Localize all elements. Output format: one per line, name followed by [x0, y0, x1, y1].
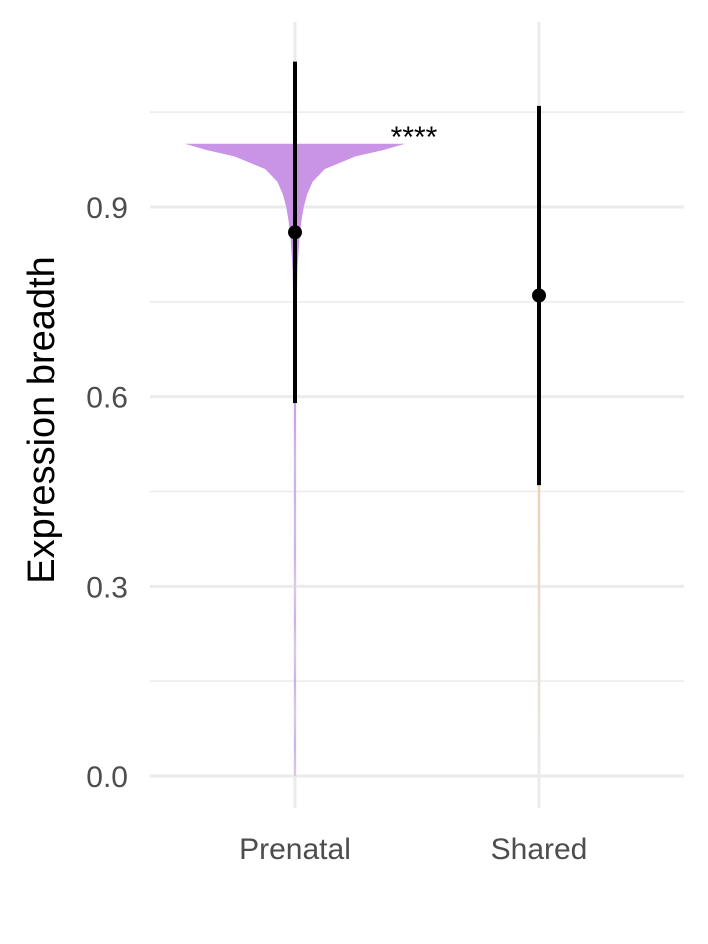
mean-point-shared — [532, 288, 546, 303]
y-tick-label: 0.3 — [86, 571, 128, 604]
y-tick-label: 0.9 — [86, 192, 128, 225]
significance-annotation: **** — [391, 121, 438, 154]
violin-prenatal — [185, 143, 405, 777]
x-tick-label: Shared — [491, 833, 588, 866]
annotation-group: **** — [391, 121, 438, 154]
y-tick-label: 0.6 — [86, 382, 128, 415]
x-tick-labels: Prenatal Shared — [239, 833, 587, 866]
x-tick-label: Prenatal — [239, 833, 351, 866]
y-tick-labels: 0.0 0.3 0.6 0.9 — [86, 192, 128, 794]
y-tick-label: 0.0 — [86, 761, 128, 794]
errorbar-group — [288, 61, 546, 486]
y-axis-title: Expression breadth — [21, 256, 63, 583]
mean-point-prenatal — [288, 225, 302, 240]
